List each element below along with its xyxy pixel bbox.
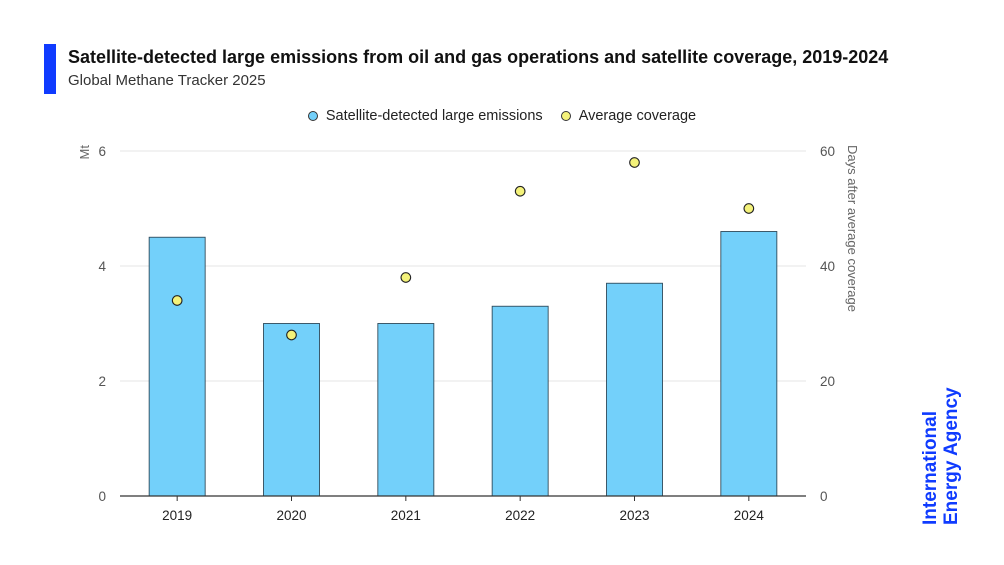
coverage-point	[400, 272, 412, 283]
coverage-point	[629, 157, 640, 168]
y-axis-title: Mt	[77, 145, 92, 160]
y2-tick-label: 60	[820, 144, 835, 159]
coverage-point	[743, 203, 755, 214]
legend-item-coverage: Average coverage	[560, 108, 697, 124]
legend-swatch-emissions	[307, 111, 318, 121]
legend-label-emissions: Satellite-detected large emissions	[325, 108, 543, 124]
coverage-point	[286, 329, 297, 341]
legend-swatch-coverage	[560, 111, 571, 121]
legend-label-coverage: Average coverage	[578, 108, 697, 124]
bar	[377, 323, 435, 497]
bar	[606, 282, 663, 497]
x-tick-label: 2020	[276, 508, 306, 523]
y2-axis-title: Days after average coverage	[845, 145, 860, 312]
y2-tick-label: 20	[820, 374, 835, 389]
legend-item-emissions: Satellite-detected large emissions	[307, 108, 543, 124]
x-tick-label: 2021	[391, 508, 421, 523]
y-tick-label: 0	[98, 489, 106, 504]
bar	[720, 231, 778, 497]
logo-line-2: Energy Agency	[941, 387, 962, 525]
y-tick-label: 2	[98, 374, 106, 389]
coverage-point	[171, 295, 183, 306]
iea-logo: International Energy Agency	[920, 380, 970, 525]
chart-subtitle: Global Methane Tracker 2025	[68, 72, 266, 89]
y-tick-label: 4	[98, 259, 106, 274]
x-tick-label: 2024	[734, 508, 765, 523]
coverage-point	[514, 185, 526, 197]
x-tick-label: 2023	[619, 508, 649, 523]
x-tick-label: 2022	[505, 508, 535, 523]
y-tick-label: 6	[98, 144, 106, 159]
chart-title: Satellite-detected large emissions from …	[68, 47, 889, 67]
bar	[148, 236, 206, 497]
logo-line-1: International	[920, 410, 941, 525]
x-tick-label: 2019	[162, 508, 192, 523]
title-accent-bar	[44, 44, 56, 94]
bar	[491, 305, 549, 497]
y2-tick-label: 40	[820, 259, 835, 274]
bar	[263, 323, 320, 497]
iea-logo-text: International Energy Agency	[920, 387, 962, 525]
y2-tick-label: 0	[820, 489, 828, 504]
legend: Satellite-detected large emissions Avera…	[0, 108, 1004, 124]
